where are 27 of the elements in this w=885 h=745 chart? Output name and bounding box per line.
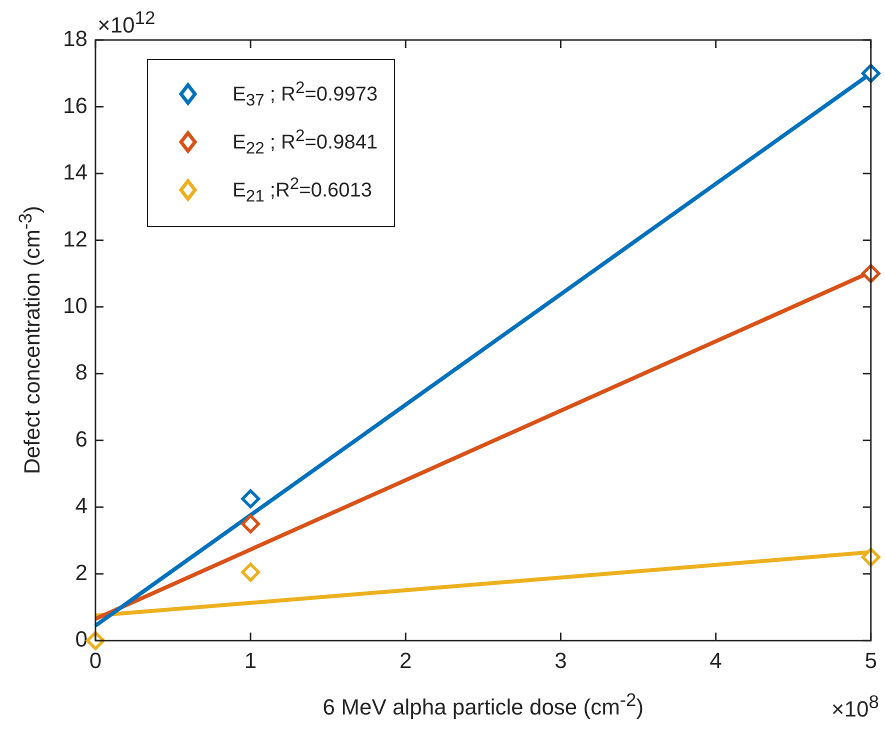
y-tick-label: 18 bbox=[62, 26, 88, 52]
point bbox=[241, 562, 260, 582]
y-tick-label: 16 bbox=[62, 92, 88, 118]
x-axis-title: 6 MeV alpha particle dose (cm$^{-2}$) bbox=[322, 688, 644, 720]
x-tick-label: 2 bbox=[400, 648, 412, 673]
legend-label: E$_{37}$ ; R$^{2}$=0.9973 bbox=[232, 78, 378, 110]
x-tick-label: 3 bbox=[554, 648, 567, 673]
legend-label: E$_{22}$ ; R$^{2}$=0.9841 bbox=[232, 126, 378, 158]
y-tick-label: 4 bbox=[75, 493, 88, 518]
point bbox=[861, 64, 880, 83]
x-tick-label: 5 bbox=[864, 648, 878, 673]
y-tick-label: 14 bbox=[62, 160, 88, 185]
point bbox=[861, 548, 880, 567]
x-tick-label: 1 bbox=[244, 648, 257, 673]
legend-label: E$_{21}$ ;R$^{2}$=0.6013 bbox=[232, 174, 372, 206]
y-tick-label: 6 bbox=[75, 426, 88, 452]
y-tick-label: 2 bbox=[75, 560, 88, 585]
point bbox=[241, 489, 260, 508]
y-tick-label: 0 bbox=[75, 626, 88, 652]
point bbox=[861, 264, 880, 284]
y-tick-label: 12 bbox=[62, 226, 88, 252]
y-tick-label: 8 bbox=[75, 360, 88, 385]
text: ×10$^{12}$ bbox=[97, 6, 156, 38]
point bbox=[241, 514, 260, 534]
x-tick-label: 4 bbox=[710, 648, 722, 673]
y-tick-label: 10 bbox=[62, 292, 88, 318]
text: ×10$^{8}$ bbox=[831, 690, 879, 722]
